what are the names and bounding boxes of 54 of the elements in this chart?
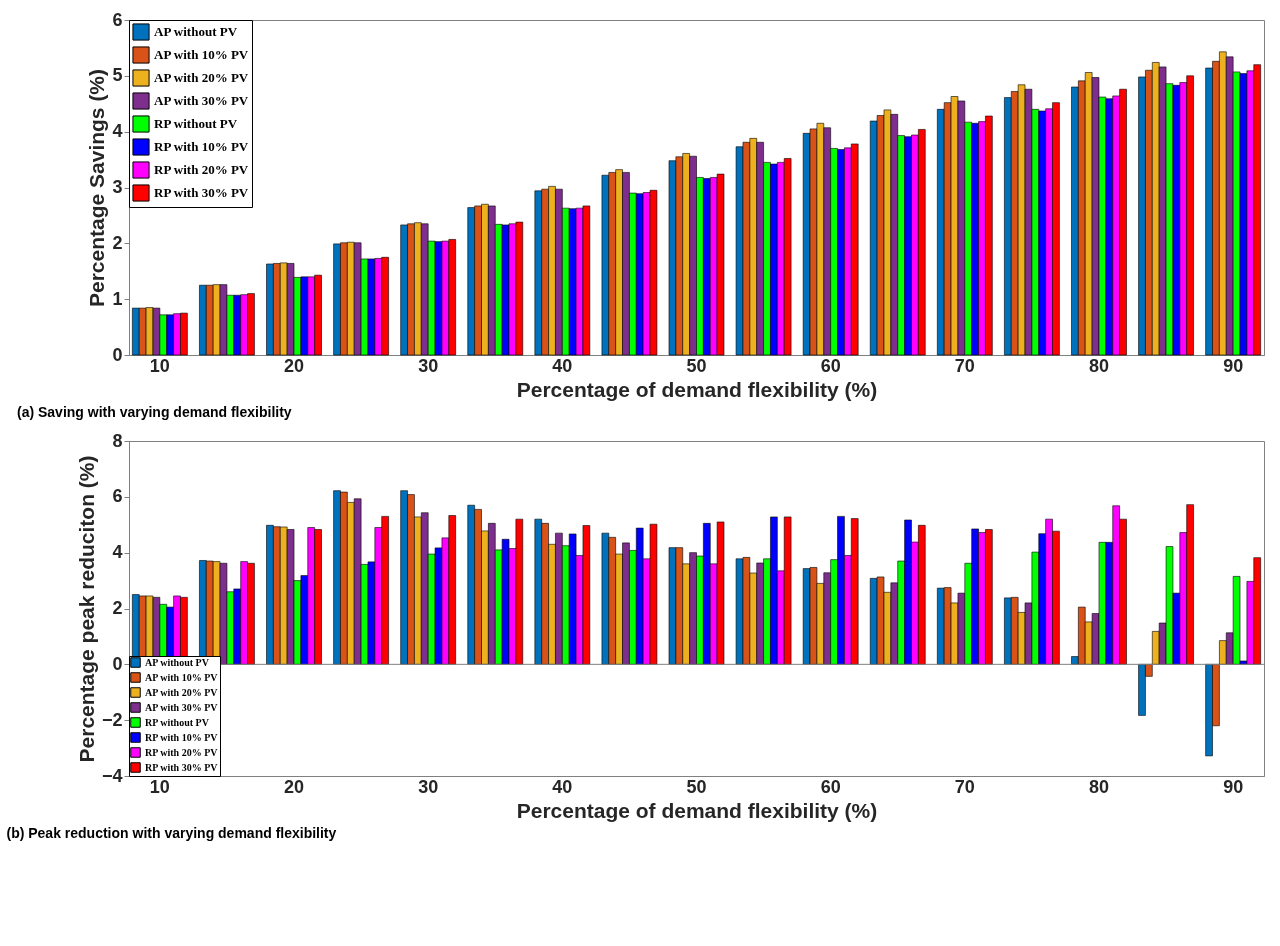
x-tick-label: 70 <box>954 355 975 376</box>
y-tick-label: 6 <box>112 9 123 30</box>
legend-label: RP with 10% PV <box>154 139 249 154</box>
y-tick-label: 6 <box>112 486 123 507</box>
legend-label: RP with 20% PV <box>145 746 219 758</box>
y-tick-label: 2 <box>112 598 123 618</box>
x-tick-label: 30 <box>418 776 439 797</box>
x-tick-label: 90 <box>1223 776 1244 797</box>
x-tick-label: 20 <box>284 776 305 797</box>
y-tick-label: −2 <box>101 709 123 730</box>
y-axis-title: Percentage peak reduciton (%) <box>74 455 98 763</box>
legend-label: AP with 20% PV <box>145 686 219 698</box>
y-tick-label: −4 <box>101 765 123 786</box>
legend-label: RP with 30% PV <box>154 185 249 200</box>
legend-label: AP with 10% PV <box>154 47 249 62</box>
x-axis-title: Percentage of demand flexibility (%) <box>516 377 878 401</box>
y-tick-label: 1 <box>112 288 123 309</box>
x-tick-label: 90 <box>1223 355 1244 376</box>
x-tick-label: 20 <box>284 355 305 376</box>
legend-label: RP with 20% PV <box>154 162 249 177</box>
x-tick-label: 50 <box>686 355 707 376</box>
legend-label: RP with 30% PV <box>145 761 219 773</box>
y-tick-label: 3 <box>112 177 123 197</box>
y-tick-label: 5 <box>112 65 123 86</box>
x-tick-label: 10 <box>149 776 170 797</box>
legend-label: RP without PV <box>154 116 238 131</box>
legend-label: AP with 10% PV <box>145 671 219 683</box>
y-tick-label: 4 <box>112 542 123 563</box>
x-tick-label: 40 <box>552 355 573 376</box>
x-tick-label: 60 <box>820 776 841 797</box>
legend-label: AP without PV <box>154 24 238 39</box>
y-tick-label: 0 <box>112 653 123 674</box>
x-tick-label: 30 <box>418 355 439 376</box>
text: (a) Saving with varying demand flexibility <box>16 404 292 420</box>
legend-label: AP without PV <box>145 656 210 668</box>
y-tick-label: 8 <box>112 430 123 451</box>
x-axis-title: Percentage of demand flexibility (%) <box>516 798 878 822</box>
x-tick-label: 60 <box>820 355 841 376</box>
x-tick-label: 70 <box>954 776 975 797</box>
x-tick-label: 40 <box>552 776 573 797</box>
legend-label: AP with 20% PV <box>154 70 249 85</box>
x-tick-label: 50 <box>686 776 707 797</box>
text: (b) Peak reduction with varying demand flexibility <box>6 825 337 841</box>
legend-label: RP with 10% PV <box>145 731 219 743</box>
y-tick-label: 2 <box>112 232 123 253</box>
x-tick-label: 10 <box>149 355 170 376</box>
x-tick-label: 80 <box>1088 776 1109 797</box>
legend-label: AP with 30% PV <box>154 93 249 108</box>
y-axis-title: Percentage Savings (%) <box>85 68 109 308</box>
legend-label: AP with 30% PV <box>145 701 219 713</box>
y-tick-label: 4 <box>112 121 123 142</box>
y-tick-label: 0 <box>112 344 123 365</box>
x-tick-label: 80 <box>1088 355 1109 376</box>
legend-label: RP without PV <box>145 716 210 728</box>
